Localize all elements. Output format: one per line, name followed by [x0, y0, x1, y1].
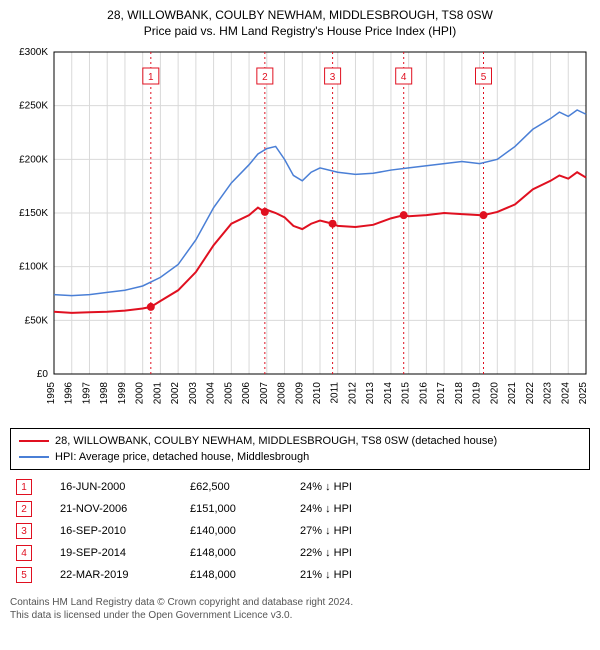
svg-text:2021: 2021 — [507, 382, 518, 405]
svg-text:1999: 1999 — [117, 382, 128, 405]
legend-label-2: HPI: Average price, detached house, Midd… — [55, 451, 309, 463]
svg-text:2005: 2005 — [223, 382, 234, 405]
svg-text:2006: 2006 — [241, 382, 252, 405]
svg-text:2003: 2003 — [188, 382, 199, 405]
svg-text:2011: 2011 — [330, 382, 341, 404]
transaction-diff: 27% ↓ HPI — [300, 525, 410, 537]
svg-text:2012: 2012 — [347, 382, 358, 405]
svg-text:2007: 2007 — [259, 382, 270, 405]
legend-box: 28, WILLOWBANK, COULBY NEWHAM, MIDDLESBR… — [10, 428, 590, 470]
transaction-date: 21-NOV-2006 — [60, 503, 190, 515]
transaction-diff: 22% ↓ HPI — [300, 547, 410, 559]
chart-svg: £0 £50K £100K £150K £200K £250K £300K 1995 1996 1… — [10, 44, 590, 424]
transaction-date: 16-SEP-2010 — [60, 525, 190, 537]
transaction-price: £62,500 — [190, 481, 300, 493]
title-block: 28, WILLOWBANK, COULBY NEWHAM, MIDDLESBR… — [10, 8, 590, 38]
svg-text:1997: 1997 — [81, 382, 92, 405]
chart-area: £0 £50K £100K £150K £200K £250K £300K 1995 1996 1… — [10, 44, 590, 424]
svg-text:£250K: £250K — [19, 101, 48, 112]
svg-text:2002: 2002 — [170, 382, 181, 405]
title-address: 28, WILLOWBANK, COULBY NEWHAM, MIDDLESBR… — [10, 8, 590, 22]
footer-line-2: This data is licensed under the Open Gov… — [10, 609, 590, 622]
svg-text:2024: 2024 — [560, 382, 571, 405]
svg-text:2017: 2017 — [436, 382, 447, 405]
footer-line-1: Contains HM Land Registry data © Crown c… — [10, 596, 590, 609]
svg-text:3: 3 — [330, 72, 336, 83]
legend-item-1: 28, WILLOWBANK, COULBY NEWHAM, MIDDLESBR… — [19, 433, 581, 449]
svg-text:1995: 1995 — [46, 382, 57, 405]
transaction-marker: 1 — [16, 479, 32, 495]
transaction-diff: 24% ↓ HPI — [300, 503, 410, 515]
svg-text:2014: 2014 — [383, 382, 394, 405]
svg-text:1998: 1998 — [99, 382, 110, 405]
table-row: 5 22-MAR-2019 £148,000 21% ↓ HPI — [10, 564, 590, 586]
svg-text:£100K: £100K — [19, 262, 48, 273]
svg-text:2: 2 — [262, 72, 268, 83]
table-row: 4 19-SEP-2014 £148,000 22% ↓ HPI — [10, 542, 590, 564]
transaction-marker: 4 — [16, 545, 32, 561]
svg-text:2023: 2023 — [543, 382, 554, 405]
svg-text:2004: 2004 — [206, 382, 217, 405]
svg-text:4: 4 — [401, 72, 407, 83]
svg-text:£0: £0 — [37, 369, 49, 380]
svg-text:2008: 2008 — [277, 382, 288, 405]
table-row: 2 21-NOV-2006 £151,000 24% ↓ HPI — [10, 498, 590, 520]
svg-text:2019: 2019 — [472, 382, 483, 405]
transaction-marker: 3 — [16, 523, 32, 539]
legend-swatch-2 — [19, 456, 49, 458]
transaction-price: £151,000 — [190, 503, 300, 515]
svg-text:2000: 2000 — [135, 382, 146, 405]
legend-item-2: HPI: Average price, detached house, Midd… — [19, 449, 581, 465]
chart-container: 28, WILLOWBANK, COULBY NEWHAM, MIDDLESBR… — [0, 0, 600, 650]
svg-text:2001: 2001 — [152, 382, 163, 405]
table-row: 1 16-JUN-2000 £62,500 24% ↓ HPI — [10, 476, 590, 498]
title-subtitle: Price paid vs. HM Land Registry's House … — [10, 24, 590, 38]
svg-text:2018: 2018 — [454, 382, 465, 405]
transaction-marker: 5 — [16, 567, 32, 583]
svg-text:1996: 1996 — [64, 382, 75, 405]
transaction-price: £148,000 — [190, 569, 300, 581]
svg-text:£200K: £200K — [19, 154, 48, 165]
transaction-marker: 2 — [16, 501, 32, 517]
legend-swatch-1 — [19, 440, 49, 442]
transaction-date: 16-JUN-2000 — [60, 481, 190, 493]
svg-text:2013: 2013 — [365, 382, 376, 405]
svg-text:£300K: £300K — [19, 47, 48, 58]
svg-text:1: 1 — [148, 72, 154, 83]
transactions-table: 1 16-JUN-2000 £62,500 24% ↓ HPI 2 21-NOV… — [10, 476, 590, 586]
transaction-date: 19-SEP-2014 — [60, 547, 190, 559]
transaction-date: 22-MAR-2019 — [60, 569, 190, 581]
transaction-price: £148,000 — [190, 547, 300, 559]
transaction-price: £140,000 — [190, 525, 300, 537]
legend-label-1: 28, WILLOWBANK, COULBY NEWHAM, MIDDLESBR… — [55, 435, 497, 447]
svg-text:2010: 2010 — [312, 382, 323, 405]
svg-text:5: 5 — [481, 72, 487, 83]
svg-text:2015: 2015 — [401, 382, 412, 405]
svg-text:2016: 2016 — [418, 382, 429, 405]
footer-attribution: Contains HM Land Registry data © Crown c… — [10, 596, 590, 622]
svg-text:2020: 2020 — [489, 382, 500, 405]
svg-text:2009: 2009 — [294, 382, 305, 405]
transaction-diff: 21% ↓ HPI — [300, 569, 410, 581]
svg-text:2022: 2022 — [525, 382, 536, 405]
svg-text:£50K: £50K — [25, 315, 49, 326]
transaction-diff: 24% ↓ HPI — [300, 481, 410, 493]
svg-text:2025: 2025 — [578, 382, 589, 405]
svg-text:£150K: £150K — [19, 208, 48, 219]
table-row: 3 16-SEP-2010 £140,000 27% ↓ HPI — [10, 520, 590, 542]
